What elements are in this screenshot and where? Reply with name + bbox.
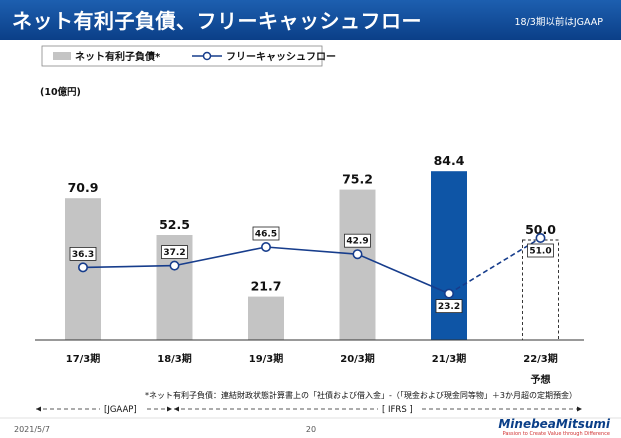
line-marker-2 xyxy=(260,242,271,253)
x-tick-label-5: 22/3期 xyxy=(523,352,558,365)
unit-label: (10億円) xyxy=(40,86,81,98)
legend-line-marker xyxy=(202,51,212,61)
line-value-box-2 xyxy=(252,226,280,241)
ifrs-arrowhead-left xyxy=(174,406,179,412)
forecast-label: 予想 xyxy=(531,373,551,386)
line-value-label-2: 46.5 xyxy=(255,230,277,240)
x-tick-label-4: 21/3期 xyxy=(432,352,467,365)
bar-series: 70.9 52.5 21.7 75.2 84.4 50.0 xyxy=(65,153,559,341)
bar-value-label-2: 21.7 xyxy=(251,279,282,294)
x-axis-labels: 17/3期 18/3期 19/3期 20/3期 21/3期 22/3期 xyxy=(66,352,558,365)
legend-bar-swatch xyxy=(53,52,71,60)
bar-4 xyxy=(431,171,467,340)
era-arrows: [JGAAP] [ IFRS ] xyxy=(36,405,582,415)
jgaap-label: [JGAAP] xyxy=(104,405,137,415)
ifrs-arrowhead-right xyxy=(577,406,582,412)
line-value-box-1 xyxy=(161,245,188,260)
bar-value-label-0: 70.9 xyxy=(68,180,99,195)
line-value-box-3 xyxy=(344,233,371,248)
x-tick-label-1: 18/3期 xyxy=(157,352,192,365)
company-logo: MinebeaMitsumi xyxy=(498,417,611,431)
footnote: *ネット有利子負債：連結財政状態計算書上の「社債および借入金」-（「現金および現… xyxy=(145,390,577,400)
x-tick-label-0: 17/3期 xyxy=(66,352,101,365)
page-number: 20 xyxy=(306,425,316,434)
company-tagline: Passion to Create Value through Differen… xyxy=(503,431,610,437)
line-value-label-3: 42.9 xyxy=(346,237,368,247)
bar-value-label-3: 75.2 xyxy=(342,172,373,187)
bar-value-label-4: 84.4 xyxy=(434,153,465,168)
line-value-label-1: 37.2 xyxy=(163,248,185,258)
line-segment-1 xyxy=(174,246,267,267)
line-value-box-5 xyxy=(527,243,554,258)
bar-2 xyxy=(248,296,284,340)
line-value-label-0: 36.3 xyxy=(72,250,94,260)
line-value-label-5: 51.0 xyxy=(529,247,551,257)
line-segment-2 xyxy=(265,246,358,255)
line-segment-4 xyxy=(448,237,541,295)
legend-box xyxy=(41,45,323,67)
bar-value-label-5: 50.0 xyxy=(525,222,556,237)
x-tick-label-2: 19/3期 xyxy=(249,352,284,365)
title-note: 18/3期以前はJGAAP xyxy=(514,17,604,28)
line-segment-0 xyxy=(82,264,175,269)
line-value-label-4: 23.2 xyxy=(438,302,460,312)
line-marker-0 xyxy=(78,262,89,273)
jgaap-arrowhead-left xyxy=(36,406,41,412)
line-series: 36.3 37.2 46.5 42.9 23.2 51.0 xyxy=(69,226,554,314)
ifrs-label: [ IFRS ] xyxy=(382,405,413,415)
bar-value-label-1: 52.5 xyxy=(159,217,190,232)
legend-line-label: フリーキャッシュフロー xyxy=(226,51,336,63)
footer-date: 2021/5/7 xyxy=(14,425,50,434)
line-marker-5 xyxy=(535,233,546,244)
line-value-box-4 xyxy=(435,299,463,314)
line-segment-3 xyxy=(357,253,450,295)
bar-3 xyxy=(339,189,376,340)
line-marker-1 xyxy=(169,260,180,271)
title-bar: ネット有利子負債、フリーキャッシュフロー 18/3期以前はJGAAP xyxy=(0,0,621,40)
line-marker-4 xyxy=(443,288,454,299)
legend-bar-label: ネット有利子負債* xyxy=(75,50,161,63)
x-tick-label-3: 20/3期 xyxy=(340,352,375,365)
page-title: ネット有利子負債、フリーキャッシュフロー xyxy=(12,9,422,33)
line-marker-3 xyxy=(352,249,363,260)
line-value-box-0 xyxy=(69,246,97,261)
jgaap-arrowhead-right xyxy=(167,406,172,412)
